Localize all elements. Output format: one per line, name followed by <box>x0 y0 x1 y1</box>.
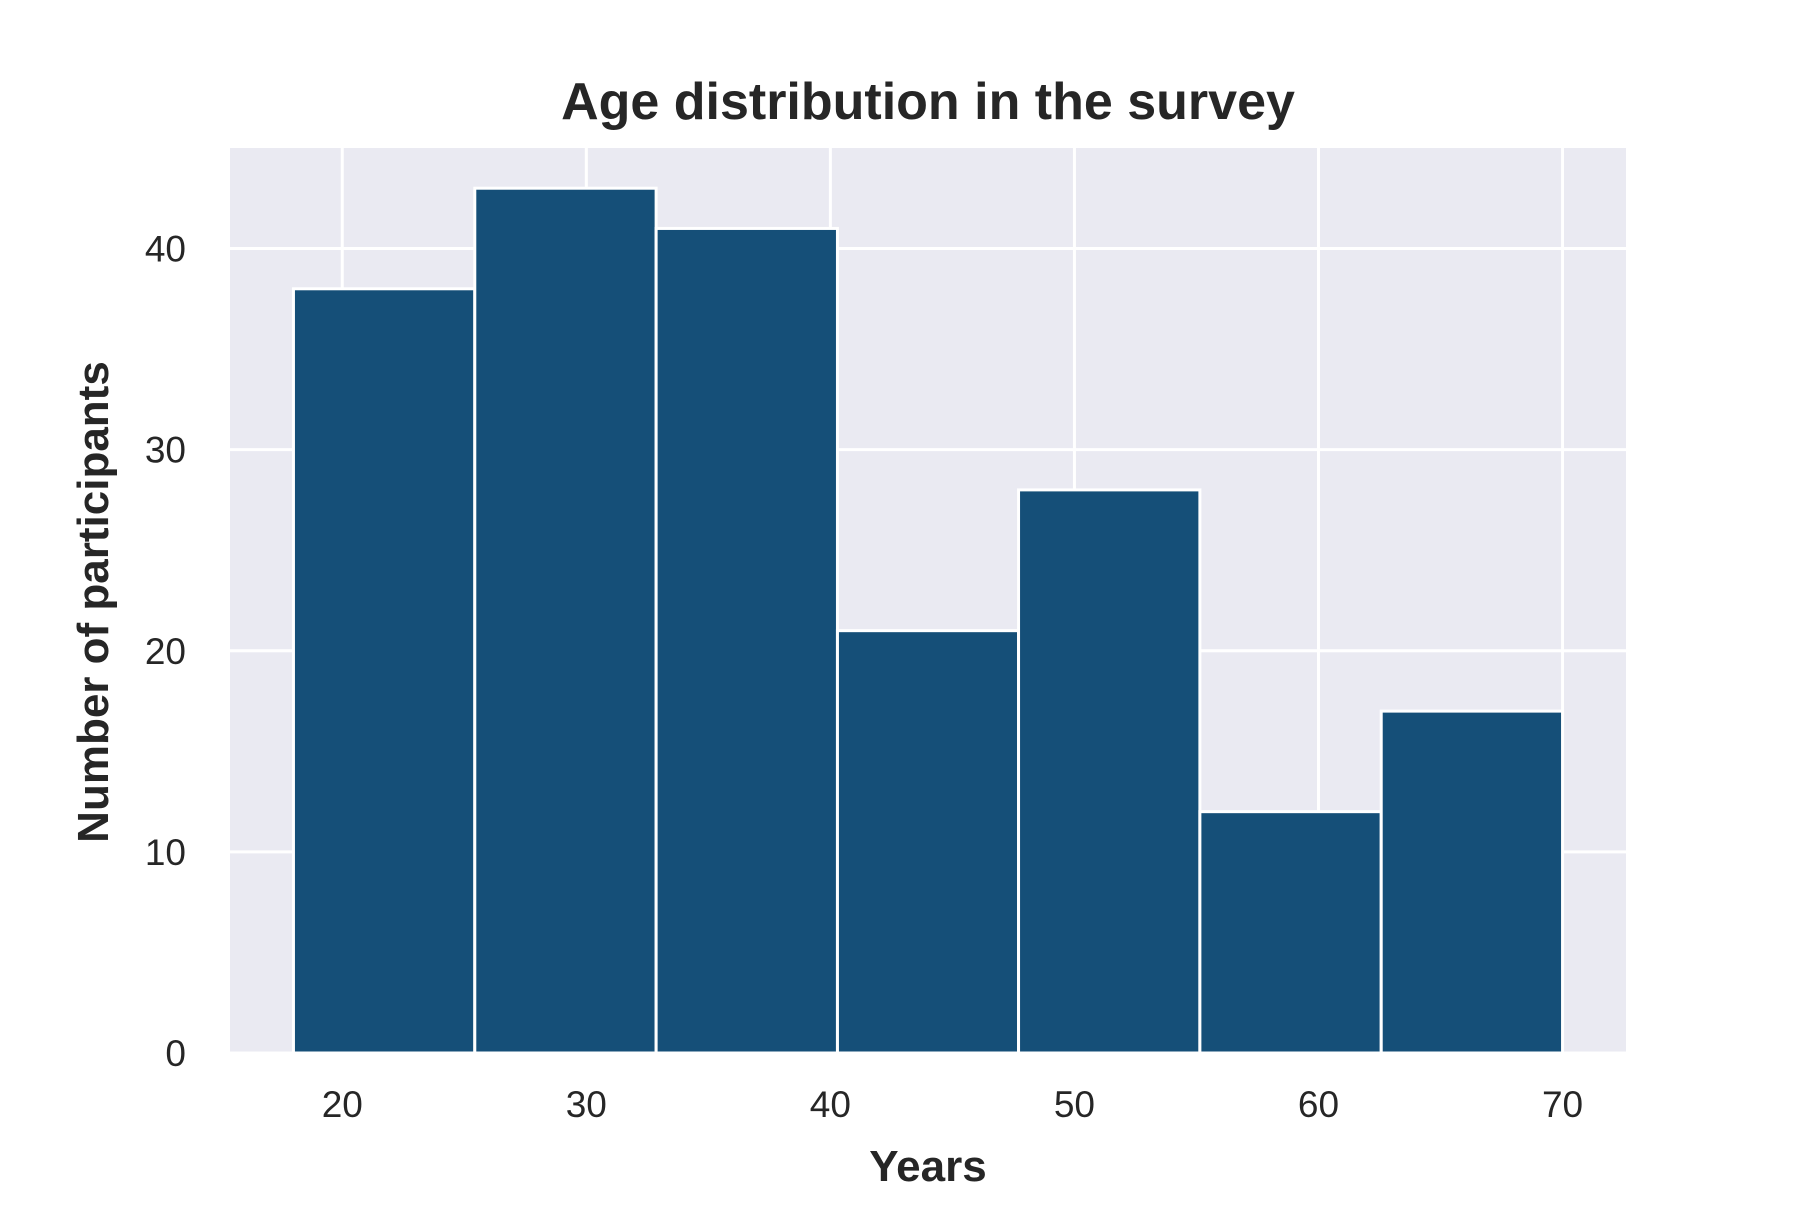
bars <box>291 186 1565 1055</box>
y-axis-label: Number of participants <box>69 361 118 843</box>
x-tick-label: 60 <box>1298 1084 1339 1125</box>
y-tick-label: 20 <box>145 631 186 672</box>
chart-title: Age distribution in the survey <box>561 73 1295 131</box>
x-axis-label: Years <box>869 1142 986 1191</box>
histogram-bar-5 <box>1017 488 1202 1055</box>
x-tick-label: 70 <box>1542 1084 1583 1125</box>
y-tick-label: 30 <box>145 430 186 471</box>
y-tick-labels: 0 10 20 30 40 <box>145 229 186 1074</box>
histogram-bar-6 <box>1198 810 1383 1055</box>
x-tick-label: 20 <box>322 1084 363 1125</box>
x-tick-label: 30 <box>566 1084 607 1125</box>
histogram-bar-4 <box>835 629 1021 1055</box>
y-tick-label: 40 <box>145 229 186 270</box>
y-tick-label: 0 <box>165 1033 186 1074</box>
x-tick-label: 40 <box>810 1084 851 1125</box>
y-tick-label: 10 <box>145 832 186 873</box>
histogram-bar-3 <box>654 226 839 1055</box>
histogram-bar-7 <box>1379 709 1565 1055</box>
histogram-bar-1 <box>291 287 477 1055</box>
x-tick-labels: 20 30 40 50 60 70 <box>322 1084 1583 1125</box>
histogram-bar-2 <box>473 186 658 1055</box>
x-tick-label: 50 <box>1054 1084 1095 1125</box>
